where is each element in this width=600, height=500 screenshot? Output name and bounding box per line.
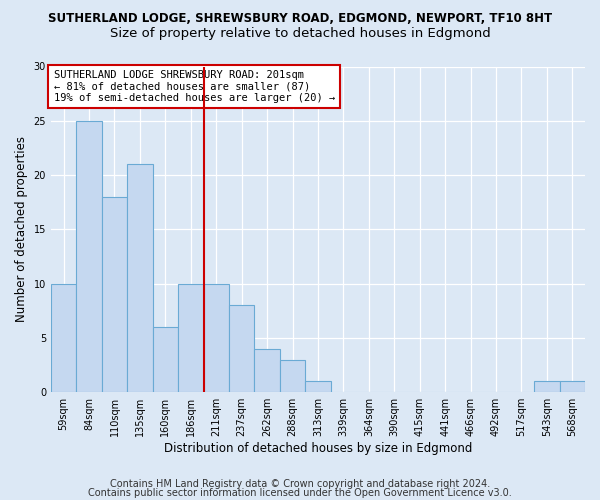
Text: Contains public sector information licensed under the Open Government Licence v3: Contains public sector information licen…: [88, 488, 512, 498]
Bar: [102, 197, 127, 392]
Bar: [305, 382, 331, 392]
Text: Size of property relative to detached houses in Edgmond: Size of property relative to detached ho…: [110, 28, 490, 40]
Bar: [280, 360, 305, 392]
Bar: [534, 382, 560, 392]
Y-axis label: Number of detached properties: Number of detached properties: [15, 136, 28, 322]
Text: SUTHERLAND LODGE SHREWSBURY ROAD: 201sqm
← 81% of detached houses are smaller (8: SUTHERLAND LODGE SHREWSBURY ROAD: 201sqm…: [53, 70, 335, 103]
Bar: [203, 284, 229, 392]
X-axis label: Distribution of detached houses by size in Edgmond: Distribution of detached houses by size …: [164, 442, 472, 455]
Text: Contains HM Land Registry data © Crown copyright and database right 2024.: Contains HM Land Registry data © Crown c…: [110, 479, 490, 489]
Bar: [254, 349, 280, 392]
Bar: [76, 121, 102, 392]
Bar: [178, 284, 203, 392]
Text: SUTHERLAND LODGE, SHREWSBURY ROAD, EDGMOND, NEWPORT, TF10 8HT: SUTHERLAND LODGE, SHREWSBURY ROAD, EDGMO…: [48, 12, 552, 26]
Bar: [152, 327, 178, 392]
Bar: [127, 164, 152, 392]
Bar: [51, 284, 76, 392]
Bar: [229, 306, 254, 392]
Bar: [560, 382, 585, 392]
